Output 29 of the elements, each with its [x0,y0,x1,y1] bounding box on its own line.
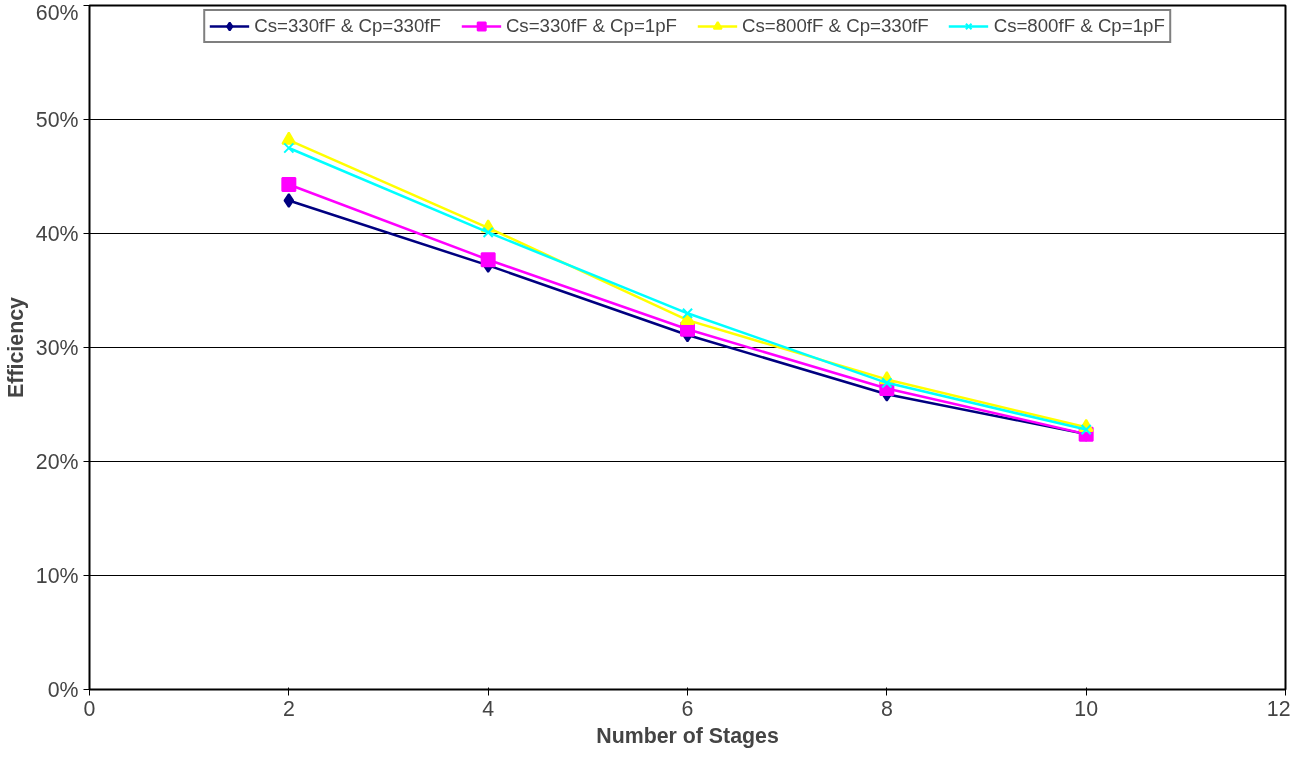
x-tick-label: 12 [1266,696,1291,721]
point [1080,423,1092,436]
point [281,176,297,192]
y-axis-title: Efficiency [3,296,28,398]
legend-label: Cs=330fF & Cp=330fF [254,15,441,37]
point [881,377,893,389]
legend-label: Cs=330fF & Cp=1pF [505,15,677,37]
x-tick-label: 0 [83,696,96,721]
legend-label: Cs=800fF & Cp=330fF [742,15,929,37]
y-tick-label: 30% [35,335,79,360]
y-tick-label: 60% [35,0,79,25]
x-tick-label: 10 [1074,696,1099,721]
y-tick-label: 20% [35,449,79,474]
y-tick-label: 0% [47,677,79,702]
point [281,131,297,145]
x-tick-label: 2 [282,696,295,721]
x-tick-label: 4 [482,696,495,721]
point [681,307,694,319]
y-tick-label: 50% [35,107,79,132]
point [480,252,496,268]
legend-label: Cs=800fF & Cp=1pF [993,15,1165,37]
y-tick-label: 10% [35,563,79,588]
point [482,226,494,238]
point [283,192,295,208]
x-axis-title: Number of Stages [596,723,779,748]
point [283,142,295,154]
x-tick-label: 8 [880,696,893,721]
x-tick-label: 6 [681,696,694,721]
y-tick-label: 40% [35,221,79,246]
